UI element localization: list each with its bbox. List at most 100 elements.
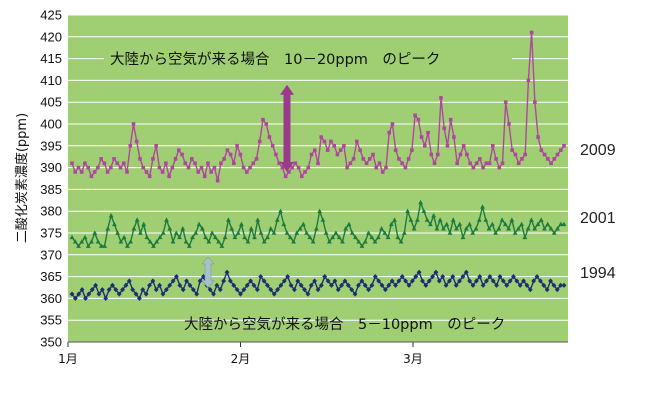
data-point-2009 bbox=[529, 30, 534, 35]
data-point-2009 bbox=[300, 174, 304, 179]
data-point-1994 bbox=[254, 287, 260, 293]
data-point-2009 bbox=[448, 117, 453, 122]
data-point-2009 bbox=[481, 165, 485, 170]
data-point-2009 bbox=[494, 157, 498, 161]
data-point-2001 bbox=[333, 230, 339, 235]
data-point-2009 bbox=[235, 144, 239, 148]
data-point-2009 bbox=[507, 122, 511, 126]
data-point-1994 bbox=[382, 287, 388, 293]
data-point-2009 bbox=[167, 174, 171, 179]
data-point-1994 bbox=[150, 278, 156, 284]
data-point-1994 bbox=[292, 287, 297, 293]
data-point-2009 bbox=[125, 170, 129, 174]
data-point-1994 bbox=[251, 282, 257, 288]
data-point-1994 bbox=[457, 278, 462, 284]
data-point-1994 bbox=[72, 295, 78, 301]
data-point-2001 bbox=[255, 217, 261, 222]
data-point-2009 bbox=[118, 165, 123, 170]
data-point-2001 bbox=[76, 243, 81, 248]
data-point-2001 bbox=[167, 226, 173, 231]
data-point-2001 bbox=[362, 239, 368, 244]
data-point-1994 bbox=[214, 282, 220, 288]
data-point-2001 bbox=[388, 221, 394, 227]
data-point-1994 bbox=[399, 274, 405, 280]
data-point-1994 bbox=[480, 282, 486, 288]
y-tick-label: 370 bbox=[40, 247, 62, 262]
data-point-2009 bbox=[164, 161, 168, 166]
data-point-2001 bbox=[118, 239, 124, 244]
data-point-2001 bbox=[366, 230, 371, 235]
data-point-2001 bbox=[372, 239, 378, 244]
data-point-1994 bbox=[453, 282, 459, 288]
data-point-2001 bbox=[193, 230, 199, 235]
data-point-1994 bbox=[288, 282, 294, 288]
data-point-1994 bbox=[406, 282, 412, 288]
data-point-2001 bbox=[242, 234, 248, 240]
y-axis-label: 二酸化炭素濃度(ppm) bbox=[14, 113, 30, 243]
data-point-1994 bbox=[521, 278, 526, 284]
data-point-2009 bbox=[290, 165, 294, 170]
data-point-2009 bbox=[471, 165, 476, 170]
data-point-2009 bbox=[283, 174, 288, 179]
data-point-1994 bbox=[177, 282, 183, 288]
data-point-1994 bbox=[544, 287, 550, 293]
data-point-2001 bbox=[428, 221, 433, 227]
data-point-1994 bbox=[278, 282, 284, 288]
y-tick-label: 380 bbox=[40, 204, 62, 219]
data-point-2001 bbox=[493, 230, 498, 235]
y-tick-label: 405 bbox=[40, 95, 62, 110]
data-point-2001 bbox=[502, 221, 508, 227]
data-point-1994 bbox=[238, 291, 243, 297]
data-point-2001 bbox=[555, 226, 560, 231]
data-point-2001 bbox=[457, 221, 463, 227]
data-point-2001 bbox=[239, 221, 244, 227]
data-point-2009 bbox=[73, 170, 78, 174]
data-point-2001 bbox=[131, 226, 137, 231]
data-point-1994 bbox=[136, 295, 142, 301]
data-point-2009 bbox=[390, 122, 395, 126]
data-point-2001 bbox=[105, 226, 111, 231]
data-point-1994 bbox=[143, 291, 149, 297]
data-point-2001 bbox=[95, 239, 101, 244]
data-point-1994 bbox=[234, 287, 240, 293]
data-point-2001 bbox=[245, 239, 251, 244]
data-point-1994 bbox=[561, 282, 567, 288]
data-point-2001 bbox=[134, 217, 140, 222]
data-point-2001 bbox=[434, 226, 440, 231]
data-point-2001 bbox=[512, 230, 518, 235]
data-point-2001 bbox=[69, 234, 75, 240]
data-point-2009 bbox=[468, 161, 472, 166]
data-point-2009 bbox=[478, 157, 482, 161]
data-point-2009 bbox=[157, 165, 162, 170]
data-point-1994 bbox=[558, 282, 564, 288]
data-point-1994 bbox=[352, 291, 358, 297]
data-point-2001 bbox=[297, 226, 303, 231]
data-point-1994 bbox=[403, 278, 409, 284]
data-point-2009 bbox=[510, 148, 515, 152]
data-point-1994 bbox=[436, 278, 442, 284]
data-point-2001 bbox=[522, 234, 528, 240]
data-point-1994 bbox=[69, 291, 75, 297]
data-point-2009 bbox=[342, 144, 346, 148]
data-point-2009 bbox=[248, 165, 252, 170]
data-point-2009 bbox=[309, 152, 314, 157]
data-point-2009 bbox=[83, 161, 87, 166]
data-point-2001 bbox=[392, 217, 397, 222]
data-point-1994 bbox=[103, 295, 109, 301]
data-point-2009 bbox=[380, 170, 385, 174]
data-point-2001 bbox=[346, 221, 352, 227]
data-point-1994 bbox=[527, 287, 533, 293]
data-point-2009 bbox=[562, 144, 566, 148]
data-point-1994 bbox=[83, 295, 88, 301]
data-point-2009 bbox=[238, 152, 243, 157]
data-point-1994 bbox=[99, 287, 105, 293]
data-point-2009 bbox=[555, 152, 560, 157]
data-point-2009 bbox=[558, 148, 563, 152]
data-point-1994 bbox=[342, 278, 348, 284]
data-point-1994 bbox=[76, 291, 82, 297]
data-point-2001 bbox=[232, 234, 238, 240]
data-point-1994 bbox=[113, 287, 119, 293]
data-point-2009 bbox=[222, 157, 226, 161]
data-point-1994 bbox=[116, 291, 122, 297]
series-group bbox=[69, 30, 567, 301]
